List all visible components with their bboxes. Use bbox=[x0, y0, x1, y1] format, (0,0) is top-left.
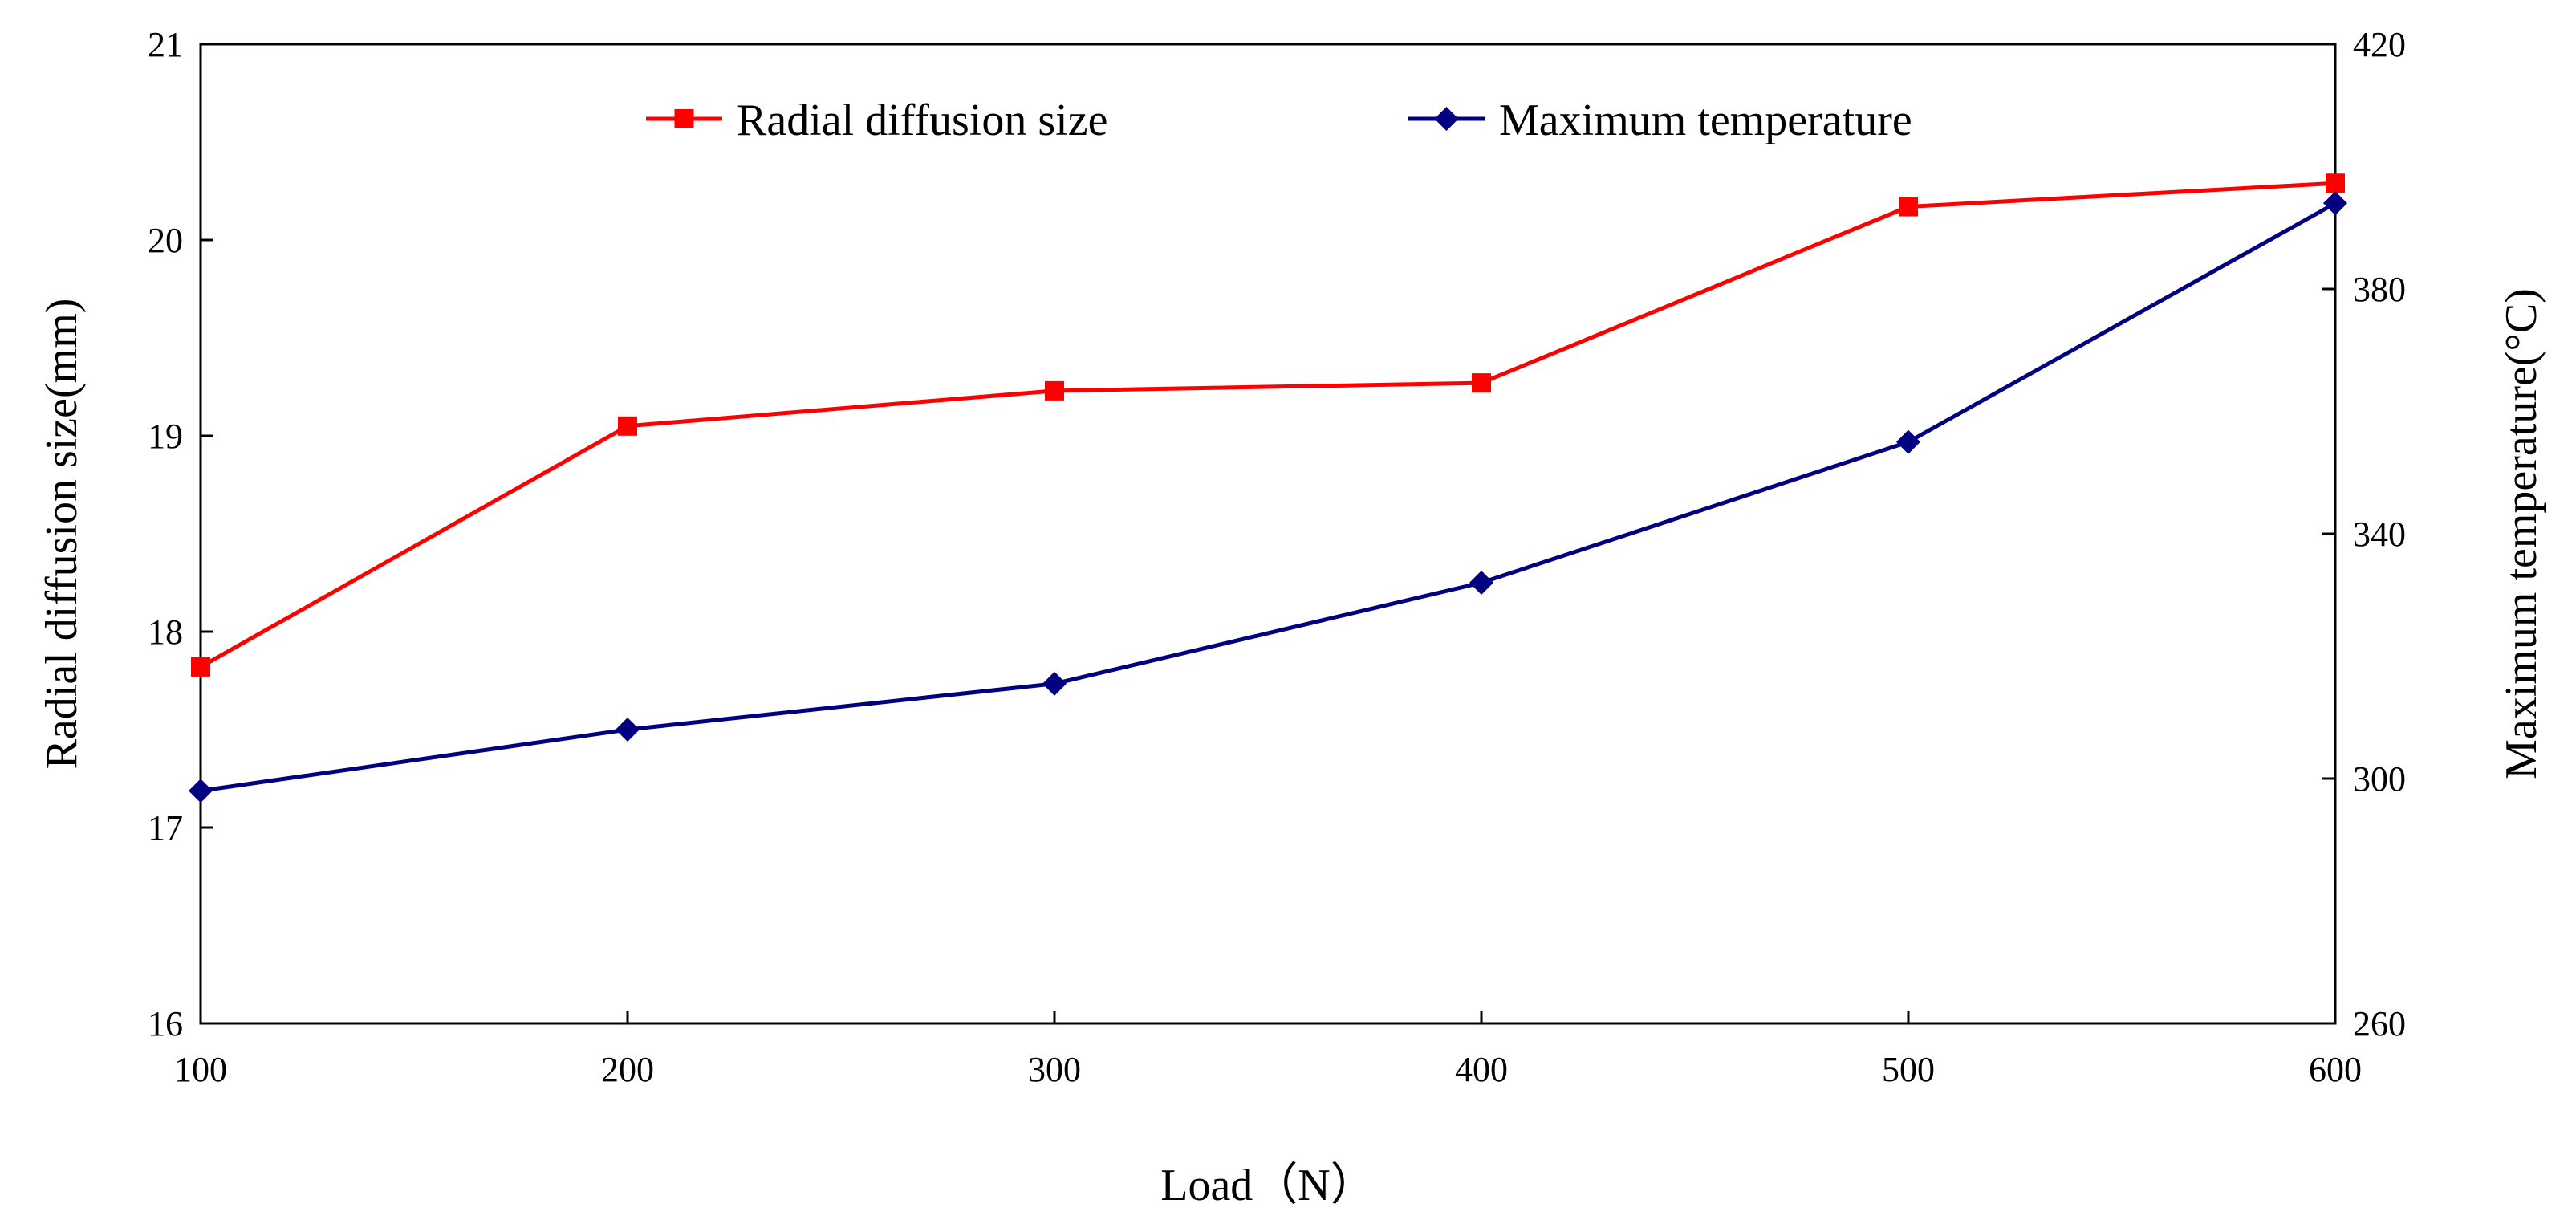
data-point-radial-diffusion-size bbox=[1045, 380, 1064, 401]
data-point-maximum-temperature bbox=[189, 779, 213, 803]
data-point-maximum-temperature bbox=[1042, 671, 1067, 696]
x-tick-label: 300 bbox=[1028, 1050, 1081, 1089]
legend: Radial diffusion size Maximum temperature bbox=[646, 96, 1912, 145]
y-right-tick-label: 340 bbox=[2353, 514, 2406, 554]
x-tick-label: 500 bbox=[1882, 1050, 1935, 1089]
y-right-tick-label: 420 bbox=[2353, 25, 2406, 64]
x-tick-label: 100 bbox=[174, 1050, 227, 1089]
x-tick-label: 600 bbox=[2309, 1050, 2362, 1089]
y-left-tick-label: 18 bbox=[148, 612, 183, 652]
series-line-maximum-temperature bbox=[200, 201, 2337, 793]
series-layer bbox=[189, 173, 2347, 803]
y-left-tick-label: 21 bbox=[148, 25, 183, 64]
y-right-axis-title: Maximum temperature(°C) bbox=[2497, 288, 2546, 779]
y-left-tick-label: 19 bbox=[148, 417, 183, 456]
y-right-tick-label: 260 bbox=[2353, 1004, 2406, 1043]
data-point-radial-diffusion-size bbox=[2326, 173, 2345, 193]
data-point-radial-diffusion-size bbox=[1899, 197, 1918, 217]
series-line-radial-diffusion-size bbox=[199, 181, 2336, 669]
data-point-maximum-temperature bbox=[616, 718, 640, 742]
x-tick-label: 200 bbox=[601, 1050, 654, 1089]
y-right-tick-label: 380 bbox=[2353, 270, 2406, 309]
legend-label-maximum-temperature: Maximum temperature bbox=[1499, 96, 1912, 145]
legend-label-radial-diffusion-size: Radial diffusion size bbox=[737, 96, 1107, 145]
x-axis-title: Load（N） bbox=[1160, 1161, 1375, 1210]
data-point-radial-diffusion-size bbox=[1472, 373, 1491, 393]
x-tick-label: 400 bbox=[1455, 1050, 1508, 1089]
data-point-radial-diffusion-size bbox=[191, 657, 210, 677]
y-left-tick-label: 20 bbox=[148, 221, 183, 260]
y-left-tick-label: 16 bbox=[148, 1004, 183, 1043]
plot-frame bbox=[199, 43, 2337, 1025]
y-right-tick-label: 300 bbox=[2353, 759, 2406, 799]
y-left-axis-title: Radial diffusion size(mm) bbox=[37, 299, 87, 770]
data-point-radial-diffusion-size bbox=[618, 416, 637, 436]
y-left-tick-label: 17 bbox=[148, 808, 183, 848]
data-point-maximum-temperature bbox=[1469, 571, 1493, 595]
legend-marker-radial-diffusion-size bbox=[674, 109, 694, 128]
legend-marker-maximum-temperature bbox=[1434, 107, 1459, 131]
axes: 100 200 300 400 500 600 16 17 18 19 20 21 260 300 340 3… bbox=[37, 25, 2546, 1210]
data-point-maximum-temperature bbox=[1896, 429, 1920, 454]
data-point-maximum-temperature bbox=[2323, 191, 2347, 216]
